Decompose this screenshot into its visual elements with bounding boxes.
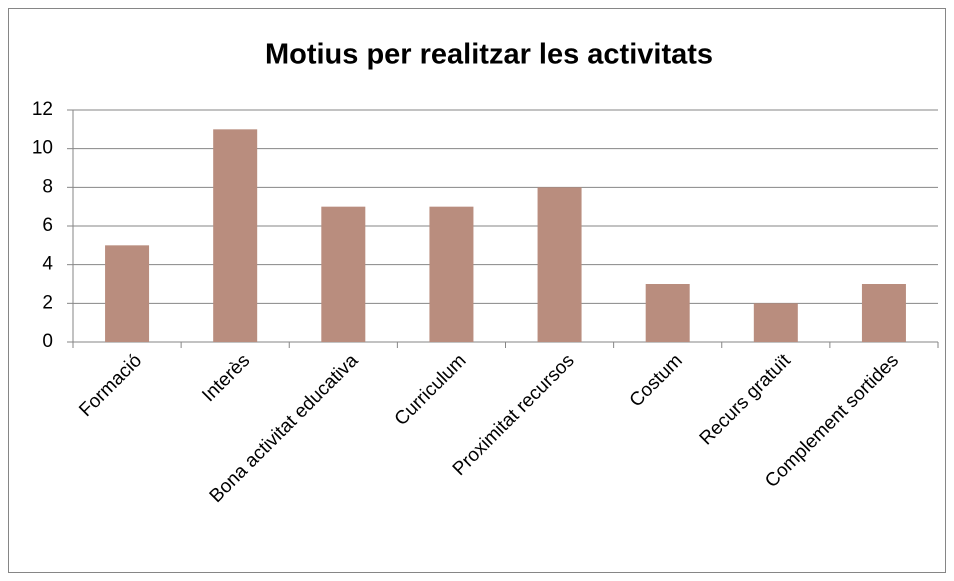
chart-title: Motius per realitzar les activitats <box>265 39 713 71</box>
y-tick-label: 4 <box>42 254 53 275</box>
bar <box>645 284 690 342</box>
y-tick-label: 0 <box>42 331 53 352</box>
bar <box>861 284 906 342</box>
bar <box>753 303 798 342</box>
bar <box>213 129 258 342</box>
bar <box>321 206 366 342</box>
y-tick-label: 8 <box>42 176 53 197</box>
y-tick-label: 6 <box>42 215 53 236</box>
bar <box>105 245 150 342</box>
y-tick-label: 2 <box>42 292 53 313</box>
y-tick-label: 10 <box>32 138 53 159</box>
bar <box>429 206 474 342</box>
bar <box>537 187 582 342</box>
y-tick-label: 12 <box>32 99 53 120</box>
chart-border <box>8 8 946 573</box>
